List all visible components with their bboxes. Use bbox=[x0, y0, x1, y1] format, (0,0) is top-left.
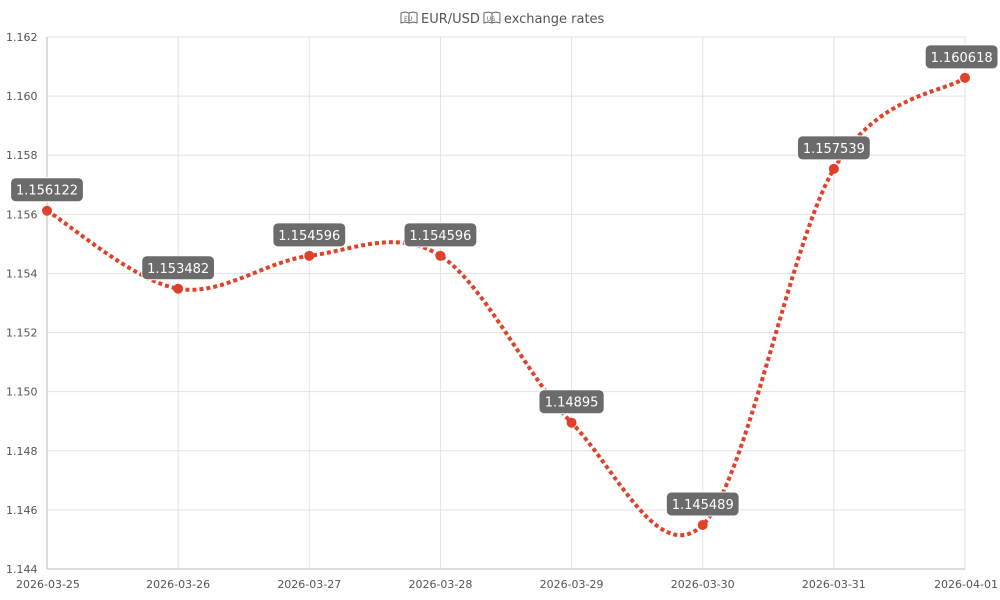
data-label: 1.153482 bbox=[141, 255, 216, 281]
chart-title: EU EUR/USD US exchange rates bbox=[400, 11, 605, 27]
data-labels: 1.156122 1.153482 1.154596 1.154596 1.14895 1… bbox=[10, 44, 999, 517]
svg-text:EU: EU bbox=[404, 16, 412, 23]
data-label-text: 1.14895 bbox=[545, 396, 599, 411]
chart-title-rest: exchange rates bbox=[504, 12, 605, 27]
data-label-text: 1.154596 bbox=[409, 229, 471, 244]
data-label-box bbox=[538, 389, 605, 415]
y-tick-label: 1.158 bbox=[6, 149, 38, 162]
data-label: 1.14895 bbox=[538, 389, 605, 415]
x-tick-label: 2026-04-01 bbox=[934, 578, 998, 591]
x-tick-label: 2026-03-26 bbox=[146, 578, 210, 591]
x-tick-label: 2026-03-27 bbox=[277, 578, 341, 591]
y-axis-ticks: 1.144 1.146 1.148 1.150 1.152 1.154 1.156 1.158… bbox=[6, 31, 38, 576]
data-point[interactable] bbox=[173, 283, 184, 294]
data-point[interactable] bbox=[435, 250, 446, 261]
y-tick-label: 1.144 bbox=[6, 563, 38, 576]
y-tick-label: 1.162 bbox=[6, 31, 38, 44]
grid bbox=[46, 36, 966, 570]
svg-text:US: US bbox=[487, 16, 495, 23]
data-label: 1.154596 bbox=[403, 222, 478, 248]
data-label-box bbox=[924, 44, 999, 70]
data-label-box bbox=[141, 255, 216, 281]
data-label-text: 1.157539 bbox=[803, 142, 865, 157]
chart-title-text: EUR/USD bbox=[421, 12, 480, 27]
data-label-text: 1.156122 bbox=[16, 184, 78, 199]
y-tick-label: 1.152 bbox=[6, 327, 38, 340]
data-label: 1.145489 bbox=[665, 491, 740, 517]
us-flag-icon: US bbox=[483, 11, 501, 24]
data-point[interactable] bbox=[566, 417, 577, 428]
data-label-box bbox=[403, 222, 478, 248]
data-label-box bbox=[665, 491, 740, 517]
data-label-text: 1.160618 bbox=[931, 51, 993, 66]
data-label-text: 1.153482 bbox=[147, 262, 209, 277]
data-label-text: 1.154596 bbox=[278, 229, 340, 244]
y-tick-label: 1.156 bbox=[6, 208, 38, 221]
x-tick-label: 2026-03-30 bbox=[671, 578, 735, 591]
x-tick-label: 2026-03-31 bbox=[802, 578, 866, 591]
eu-flag-icon: EU bbox=[400, 11, 418, 24]
data-point[interactable] bbox=[828, 163, 839, 174]
data-label-box bbox=[796, 135, 871, 161]
data-label: 1.154596 bbox=[272, 222, 347, 248]
data-point[interactable] bbox=[304, 250, 315, 261]
y-tick-label: 1.150 bbox=[6, 386, 38, 399]
data-label-box bbox=[10, 177, 84, 203]
x-tick-label: 2026-03-25 bbox=[16, 578, 80, 591]
data-label: 1.160618 bbox=[924, 44, 999, 70]
data-label-text: 1.145489 bbox=[672, 498, 734, 513]
axes bbox=[46, 37, 965, 570]
data-point[interactable] bbox=[697, 519, 708, 530]
y-tick-label: 1.146 bbox=[6, 504, 38, 517]
data-point[interactable] bbox=[42, 205, 52, 216]
y-tick-label: 1.154 bbox=[6, 267, 38, 280]
data-label: 1.157539 bbox=[796, 135, 871, 161]
y-tick-label: 1.160 bbox=[6, 90, 38, 103]
x-tick-label: 2026-03-28 bbox=[408, 578, 472, 591]
data-label: 1.156122 bbox=[10, 177, 84, 203]
x-axis-ticks: 2026-03-25 2026-03-26 2026-03-27 2026-03-28… bbox=[16, 578, 998, 591]
y-tick-label: 1.148 bbox=[6, 445, 38, 458]
data-point[interactable] bbox=[960, 72, 970, 83]
x-tick-label: 2026-03-29 bbox=[540, 578, 604, 591]
data-label-box bbox=[272, 222, 347, 248]
